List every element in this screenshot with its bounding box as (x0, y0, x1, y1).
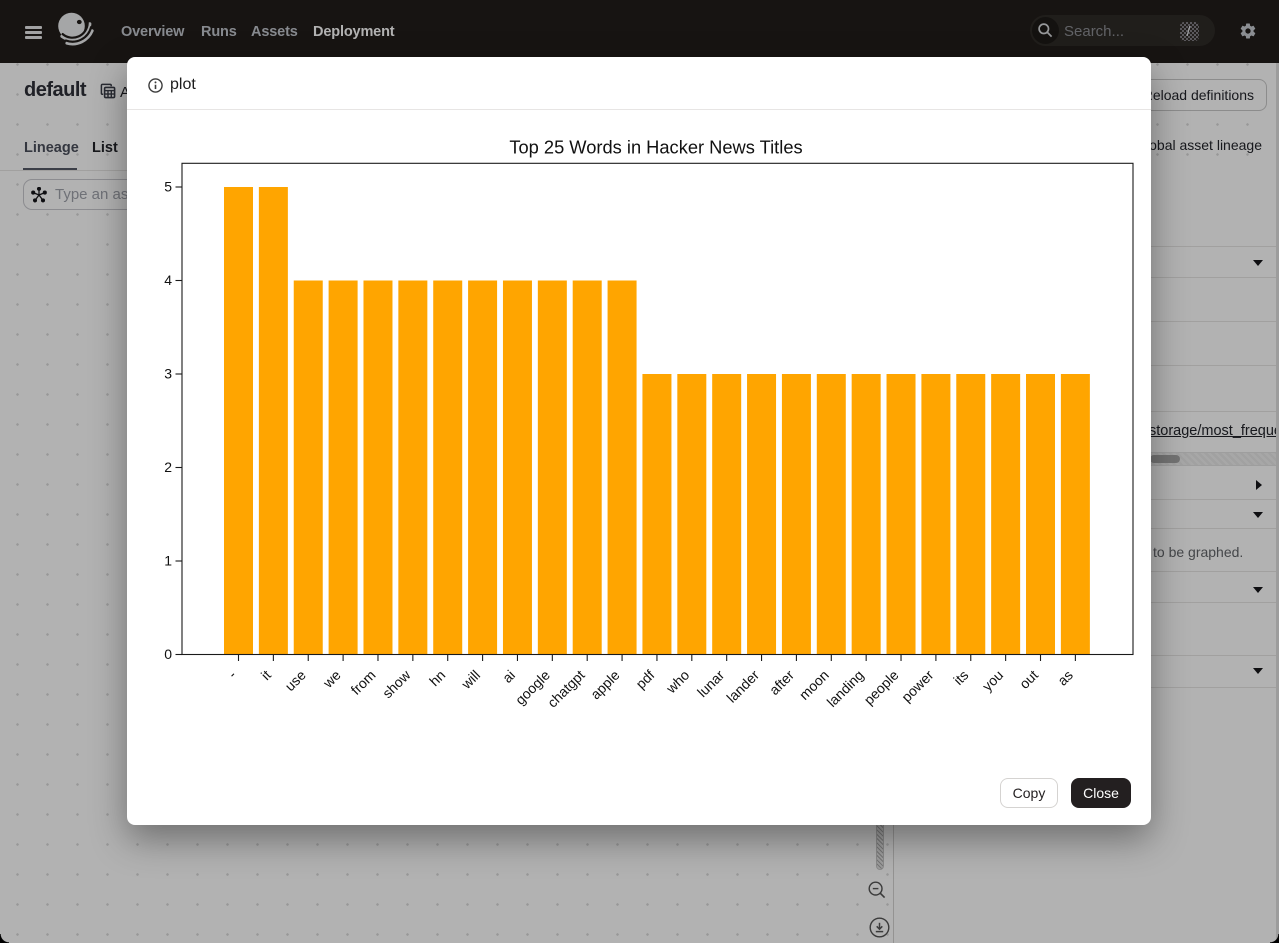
svg-text:power: power (898, 667, 937, 706)
svg-text:apple: apple (587, 667, 623, 703)
svg-text:2: 2 (164, 459, 172, 475)
svg-text:will: will (457, 667, 483, 693)
svg-text:pdf: pdf (632, 667, 657, 692)
svg-text:5: 5 (164, 179, 172, 195)
svg-text:lander: lander (723, 667, 762, 706)
svg-text:0: 0 (164, 646, 172, 662)
svg-text:it: it (258, 667, 274, 683)
svg-text:use: use (282, 667, 309, 694)
svg-text:-: - (225, 667, 240, 682)
svg-text:from: from (347, 667, 378, 698)
svg-text:who: who (662, 667, 692, 697)
svg-text:hn: hn (426, 667, 448, 689)
svg-text:Top 25 Words in Hacker News Ti: Top 25 Words in Hacker News Titles (509, 137, 802, 158)
svg-text:4: 4 (164, 272, 172, 288)
svg-text:we: we (319, 667, 344, 692)
svg-text:out: out (1016, 667, 1041, 692)
svg-text:lunar: lunar (694, 667, 728, 701)
svg-text:landing: landing (824, 667, 867, 710)
svg-text:show: show (379, 666, 414, 701)
svg-text:as: as (1054, 667, 1076, 689)
svg-text:3: 3 (164, 366, 172, 382)
svg-text:after: after (766, 667, 797, 698)
svg-text:its: its (950, 667, 971, 688)
svg-text:you: you (979, 667, 1006, 694)
svg-text:chatgpt: chatgpt (544, 667, 588, 711)
svg-text:1: 1 (164, 553, 172, 569)
svg-text:people: people (861, 667, 902, 708)
svg-text:ai: ai (499, 667, 518, 686)
